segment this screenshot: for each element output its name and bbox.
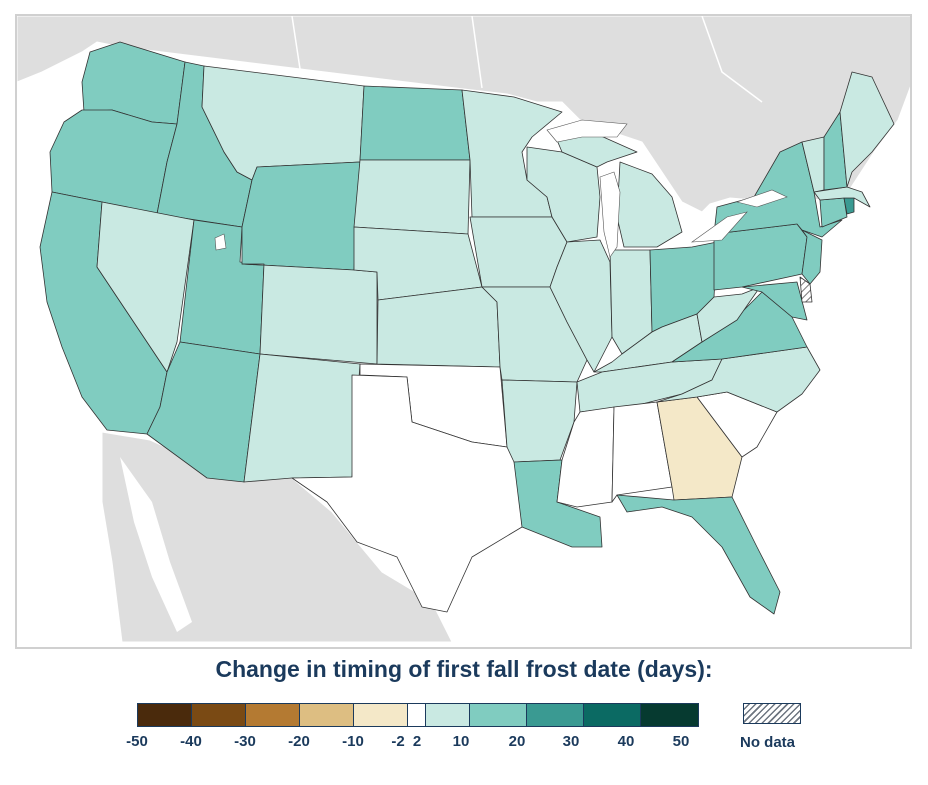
- state-iowa[interactable]: [470, 217, 567, 287]
- legend-bin: [246, 704, 300, 726]
- legend-bin: [300, 704, 354, 726]
- lake-michigan: [600, 172, 620, 257]
- legend-tick-label: 30: [563, 733, 580, 750]
- state-south-dakota[interactable]: [354, 160, 470, 234]
- legend-tick-label: 40: [618, 733, 635, 750]
- legend-tick-label: 10: [453, 733, 470, 750]
- map-frame: [15, 14, 912, 649]
- legend-bin: [138, 704, 192, 726]
- state-north-dakota[interactable]: [360, 86, 470, 160]
- state-florida[interactable]: [617, 495, 780, 614]
- legend-tick-label: -20: [288, 733, 310, 750]
- legend-bin: [584, 704, 641, 726]
- legend-tick-label: 20: [509, 733, 526, 750]
- legend-bin: [408, 704, 426, 726]
- state-wyoming[interactable]: [242, 162, 360, 270]
- legend-color-bar: [137, 703, 699, 727]
- us-map: [17, 16, 910, 647]
- legend-bin: [470, 704, 527, 726]
- state-kansas[interactable]: [377, 287, 500, 367]
- state-connecticut[interactable]: [820, 198, 847, 227]
- legend-tick-label: -2: [391, 733, 404, 750]
- legend-tick-label: 50: [673, 733, 690, 750]
- state-pennsylvania[interactable]: [714, 224, 807, 290]
- legend-tick-label: -50: [126, 733, 148, 750]
- legend-tick-label: -40: [180, 733, 202, 750]
- legend-bin: [192, 704, 246, 726]
- legend-bin: [426, 704, 470, 726]
- no-data-swatch: [743, 703, 801, 724]
- legend-tick-label: 2: [413, 733, 421, 750]
- legend-bin: [354, 704, 408, 726]
- legend-tick-label: -10: [342, 733, 364, 750]
- legend-bin: [527, 704, 584, 726]
- no-data-label: No data: [740, 734, 795, 751]
- legend-bin: [641, 704, 698, 726]
- legend-title: Change in timing of first fall frost dat…: [0, 656, 928, 683]
- state-new-mexico[interactable]: [244, 354, 360, 482]
- legend-tick-label: -30: [234, 733, 256, 750]
